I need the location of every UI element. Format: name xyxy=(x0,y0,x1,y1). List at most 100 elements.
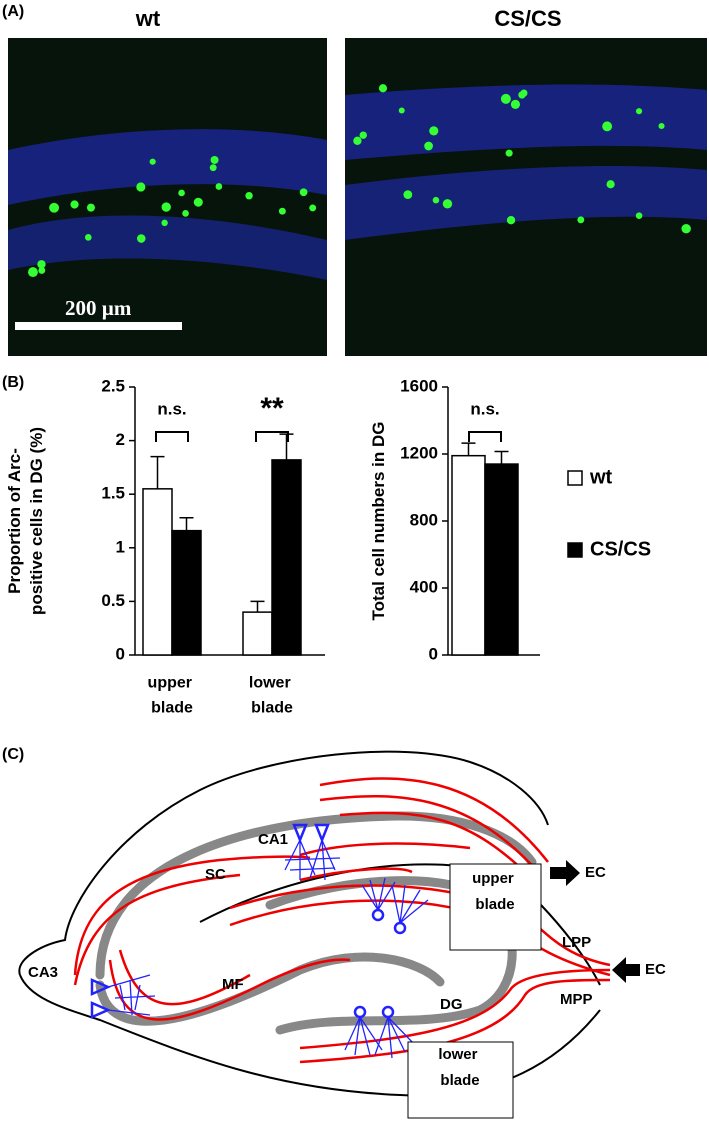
x-tick-label: lower blade xyxy=(249,675,295,717)
y-tick-label: 1 xyxy=(116,537,125,556)
y-tick-label: 400 xyxy=(410,577,438,596)
labeled-cell xyxy=(299,188,308,197)
labeled-cell xyxy=(309,204,317,212)
fiber xyxy=(319,794,541,875)
labeled-cell xyxy=(38,266,46,274)
y-tick-label: 2.5 xyxy=(101,376,125,395)
labeled-cell xyxy=(398,107,405,114)
labeled-cell xyxy=(505,149,513,157)
cell-layer xyxy=(8,129,327,205)
pyramidal-cells xyxy=(90,823,330,1019)
diagram-label: MF xyxy=(222,976,244,993)
x-tick-label: upper blade xyxy=(148,675,197,717)
labeled-cell xyxy=(606,180,615,189)
labeled-cell xyxy=(136,234,146,243)
panel-label: (A) xyxy=(2,3,24,20)
error-bar xyxy=(179,517,194,531)
diagram-label: EC xyxy=(645,961,666,978)
labeled-cell xyxy=(353,136,362,145)
y-tick-label: 2 xyxy=(116,430,125,449)
diagram-label: MPP xyxy=(560,991,593,1008)
panel-label: (B) xyxy=(2,374,24,391)
error-bar xyxy=(279,433,294,460)
labeled-cell xyxy=(518,91,526,99)
fiber xyxy=(108,958,351,1021)
labeled-cell xyxy=(635,108,643,115)
error-bar xyxy=(461,442,476,456)
significance-label: n.s. xyxy=(470,399,499,418)
labeled-cell xyxy=(278,207,286,215)
error-bar xyxy=(250,600,265,613)
diagram-label: LPP xyxy=(562,934,591,951)
diagram-label: SC xyxy=(205,866,226,883)
labeled-cell xyxy=(424,141,433,151)
labeled-cell xyxy=(681,223,691,234)
y-tick-label: 0.5 xyxy=(101,591,125,610)
scale-bar xyxy=(15,322,182,330)
legend-label: wt xyxy=(589,466,613,488)
labeled-cell xyxy=(49,202,60,213)
image-title: CS/CS xyxy=(494,6,561,31)
arrow-out xyxy=(550,860,580,886)
significance-bracket xyxy=(155,431,189,442)
labeled-cell xyxy=(70,200,79,209)
granule-cell xyxy=(353,1005,367,1019)
labeled-cell xyxy=(635,212,643,219)
diagram-labels: CA1 SC CA3 MF DG EC EC LPP MPP upper bla… xyxy=(28,831,666,1089)
neurons xyxy=(90,823,429,1059)
labeled-cell xyxy=(28,267,38,278)
scale-bar-label: 200 µm xyxy=(65,296,132,320)
fiber xyxy=(339,811,536,883)
outline xyxy=(19,974,601,1097)
granule-cell xyxy=(381,1005,395,1019)
granule-cell xyxy=(371,908,385,922)
micrograph xyxy=(8,38,327,356)
labeled-cell xyxy=(403,190,413,199)
labeled-cell xyxy=(215,183,223,190)
image-title: wt xyxy=(135,6,161,31)
labeled-cell xyxy=(182,209,189,217)
cell-layer xyxy=(345,84,707,160)
y-tick-label: 1600 xyxy=(400,376,438,395)
labeled-cell xyxy=(209,164,217,172)
labeled-cell xyxy=(161,219,168,227)
labeled-cell xyxy=(658,122,665,130)
significance-bracket xyxy=(468,431,502,442)
significance-label: ** xyxy=(260,392,284,425)
labeled-cell xyxy=(577,216,585,224)
labeled-cell xyxy=(500,93,511,104)
micrographs: 200 µm xyxy=(8,38,707,356)
labeled-cell xyxy=(136,182,146,192)
labeled-cell xyxy=(210,155,219,164)
mf-layer xyxy=(95,952,445,1026)
bar xyxy=(142,488,173,656)
cell-layer xyxy=(8,215,327,280)
fiber xyxy=(299,978,611,1064)
significance-label: n.s. xyxy=(157,399,186,418)
outline xyxy=(18,750,549,976)
y-tick-label: 1.5 xyxy=(101,484,125,503)
diagram-label: DG xyxy=(440,996,463,1013)
legend-swatch xyxy=(567,470,583,486)
diagram-label: CA1 xyxy=(258,831,288,848)
bar xyxy=(271,459,302,656)
diagram-label: lower blade xyxy=(438,1046,481,1089)
label-box xyxy=(449,863,542,951)
y-axis-label: Proportion of Arc-positive cells in DG (… xyxy=(5,427,46,615)
labeled-cell xyxy=(602,121,613,132)
fiber xyxy=(73,873,241,986)
y-axis-label: Total cell numbers in DG xyxy=(369,422,388,621)
labeled-cell xyxy=(193,197,203,207)
y-tick-label: 1200 xyxy=(400,443,438,462)
error-bar xyxy=(494,450,509,465)
cell-layer xyxy=(345,165,707,240)
hippocampus-diagram xyxy=(18,750,640,1119)
labeled-cell xyxy=(84,234,92,241)
fiber xyxy=(299,968,611,1050)
fiber xyxy=(118,949,251,1006)
fiber xyxy=(299,867,413,882)
diagram-label: EC xyxy=(585,864,606,881)
bar xyxy=(171,529,202,656)
labeled-cell xyxy=(178,189,185,197)
